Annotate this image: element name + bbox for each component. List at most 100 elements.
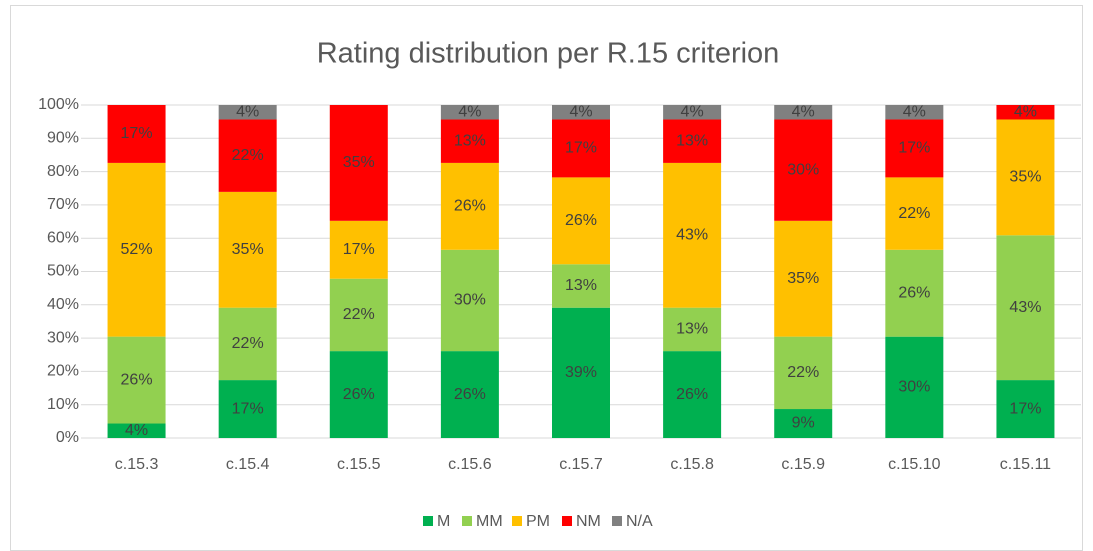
- y-tick-label: 100%: [38, 96, 79, 113]
- legend-label: NM: [576, 513, 601, 530]
- data-label: 13%: [565, 277, 597, 294]
- bar-segment: [218, 119, 277, 192]
- bar-segment: [552, 105, 610, 120]
- data-label: 17%: [232, 400, 264, 417]
- legend-swatch: [612, 516, 622, 526]
- data-label: 9%: [792, 415, 815, 432]
- data-label: 4%: [1014, 103, 1037, 120]
- data-label: 26%: [676, 386, 708, 403]
- data-label: 26%: [565, 212, 597, 229]
- bar-segment: [996, 380, 1055, 438]
- legend-swatch: [512, 516, 522, 526]
- y-tick-label: 50%: [47, 263, 79, 280]
- x-tick-label: c.15.4: [226, 456, 270, 473]
- data-label: 35%: [1009, 169, 1041, 186]
- legend-label: MM: [476, 513, 503, 530]
- bar-segment: [329, 351, 388, 438]
- data-label: 43%: [676, 227, 708, 244]
- bar-segment: [440, 351, 499, 438]
- data-label: 17%: [121, 125, 153, 142]
- y-tick-label: 10%: [47, 396, 79, 413]
- data-label: 39%: [565, 364, 597, 381]
- data-label: 35%: [343, 154, 375, 171]
- y-tick-label: 30%: [47, 329, 79, 346]
- y-tick-label: 40%: [47, 296, 79, 313]
- bar-segment: [552, 177, 610, 265]
- data-label: 13%: [454, 132, 486, 149]
- bar-segment: [774, 336, 833, 410]
- data-label: 4%: [458, 103, 481, 120]
- bar-segment: [774, 105, 833, 120]
- bar-segment: [218, 307, 277, 381]
- data-label: 35%: [787, 270, 819, 287]
- x-tick-label: c.15.3: [115, 456, 159, 473]
- bar-segment: [440, 162, 499, 250]
- data-label: 52%: [121, 241, 153, 258]
- y-tick-label: 0%: [56, 429, 79, 446]
- legend-label: M: [437, 513, 450, 530]
- bar-segment: [996, 119, 1055, 236]
- data-label: 4%: [125, 422, 148, 439]
- y-tick-label: 90%: [47, 130, 79, 147]
- bar-segment: [107, 336, 166, 424]
- legend-label: PM: [526, 513, 550, 530]
- bar-segment: [663, 162, 722, 308]
- bar-segment: [329, 220, 388, 279]
- data-label: 43%: [1009, 299, 1041, 316]
- bar-segment: [440, 119, 499, 163]
- data-label: 17%: [343, 241, 375, 258]
- legend-swatch: [462, 516, 472, 526]
- data-label: 26%: [454, 198, 486, 215]
- data-label: 26%: [898, 284, 930, 301]
- bar-segment: [663, 351, 722, 438]
- data-label: 4%: [236, 103, 259, 120]
- data-label: 17%: [898, 140, 930, 157]
- data-label: 22%: [232, 335, 264, 352]
- x-tick-label: c.15.9: [781, 456, 825, 473]
- data-label: 22%: [232, 147, 264, 164]
- legend-swatch: [562, 516, 572, 526]
- data-label: 30%: [454, 292, 486, 309]
- bar-segment: [218, 105, 277, 120]
- bar-segment: [885, 119, 944, 178]
- bar-segment: [774, 119, 833, 221]
- bar-segment: [552, 307, 610, 438]
- bar-segment: [663, 119, 722, 163]
- bar-segment: [440, 249, 499, 352]
- data-label: 13%: [676, 132, 708, 149]
- data-label: 26%: [343, 386, 375, 403]
- bar-segment: [774, 409, 833, 438]
- bar-segment: [663, 307, 722, 352]
- data-label: 35%: [232, 241, 264, 258]
- legend-swatch: [423, 516, 433, 526]
- bar-segment: [774, 220, 833, 337]
- bar-segment: [885, 105, 944, 120]
- data-label: 4%: [681, 103, 704, 120]
- bar-segment: [107, 162, 166, 337]
- x-tick-label: c.15.7: [559, 456, 603, 473]
- data-label: 13%: [676, 321, 708, 338]
- bar-segment: [440, 105, 499, 120]
- x-tick-label: c.15.5: [337, 456, 381, 473]
- bar-segment: [552, 264, 610, 308]
- data-label: 17%: [565, 140, 597, 157]
- bar-segment: [107, 423, 166, 438]
- data-label: 4%: [903, 103, 926, 120]
- chart-title: Rating distribution per R.15 criterion: [317, 38, 780, 70]
- data-label: 22%: [898, 205, 930, 222]
- legend-label: N/A: [626, 513, 653, 530]
- x-tick-label: c.15.10: [888, 456, 941, 473]
- x-tick-label: c.15.6: [448, 456, 492, 473]
- data-label: 30%: [787, 161, 819, 178]
- y-tick-label: 60%: [47, 229, 79, 246]
- data-label: 17%: [1009, 400, 1041, 417]
- bar-segment: [885, 336, 944, 438]
- y-tick-label: 20%: [47, 363, 79, 380]
- x-tick-label: c.15.11: [1000, 456, 1051, 473]
- data-label: 4%: [792, 103, 815, 120]
- bar-segment: [107, 105, 166, 163]
- bar-segment: [996, 105, 1055, 120]
- y-tick-label: 80%: [47, 163, 79, 180]
- x-tick-label: c.15.8: [670, 456, 714, 473]
- bar-segment: [663, 105, 722, 120]
